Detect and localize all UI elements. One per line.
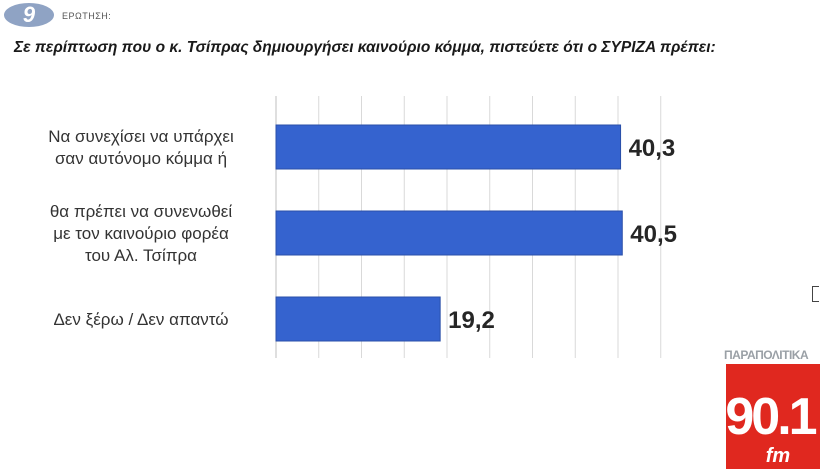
category-label-line: του Αλ. Τσίπρα <box>85 246 197 265</box>
category-label-line: θα πρέπει να συνενωθεί <box>50 202 233 221</box>
category-label-line: Δεν ξέρω / Δεν απαντώ <box>53 310 228 329</box>
question-text: Σε περίπτωση που ο κ. Τσίπρας δημιουργήσ… <box>14 39 716 56</box>
category-label: θα πρέπει να συνενωθεί με τον καινούριο φ… <box>50 202 233 265</box>
radio-logo: 90.1 fm <box>725 364 820 469</box>
logo-brand-text: ΠΑΡΑΠΟΛΙΤΙΚΑ <box>724 348 809 362</box>
bar-chart: 40,3 Να συνεχίσει να υπάρχει σαν αυτόνομο … <box>48 96 677 358</box>
bar-value-label: 40,3 <box>629 135 676 162</box>
logo-number: 90.1 <box>725 388 816 446</box>
bar <box>275 124 622 170</box>
question-number-badge: 9 <box>4 2 54 27</box>
category-label: Να συνεχίσει να υπάρχει σαν αυτόνομο κόμμ… <box>48 127 234 168</box>
category-label-line: σαν αυτόνομο κόμμα ή <box>55 149 227 168</box>
logo-suffix: fm <box>766 445 790 467</box>
logo-red-block <box>726 364 820 469</box>
question-word: ΕΡΩΤΗΣΗ: <box>62 11 112 21</box>
question-number: 9 <box>23 2 36 27</box>
category-label-line: Να συνεχίσει να υπάρχει <box>48 127 234 146</box>
bar-value-label: 40,5 <box>630 221 677 248</box>
category-label-line: με τον καινούριο φορέα <box>53 224 229 243</box>
bar <box>275 296 441 342</box>
bar <box>275 210 623 256</box>
question-number-badge-shape <box>4 3 54 27</box>
category-label: Δεν ξέρω / Δεν απαντώ <box>53 310 228 329</box>
edge-marker <box>812 286 819 302</box>
bar-value-label: 19,2 <box>448 307 495 334</box>
